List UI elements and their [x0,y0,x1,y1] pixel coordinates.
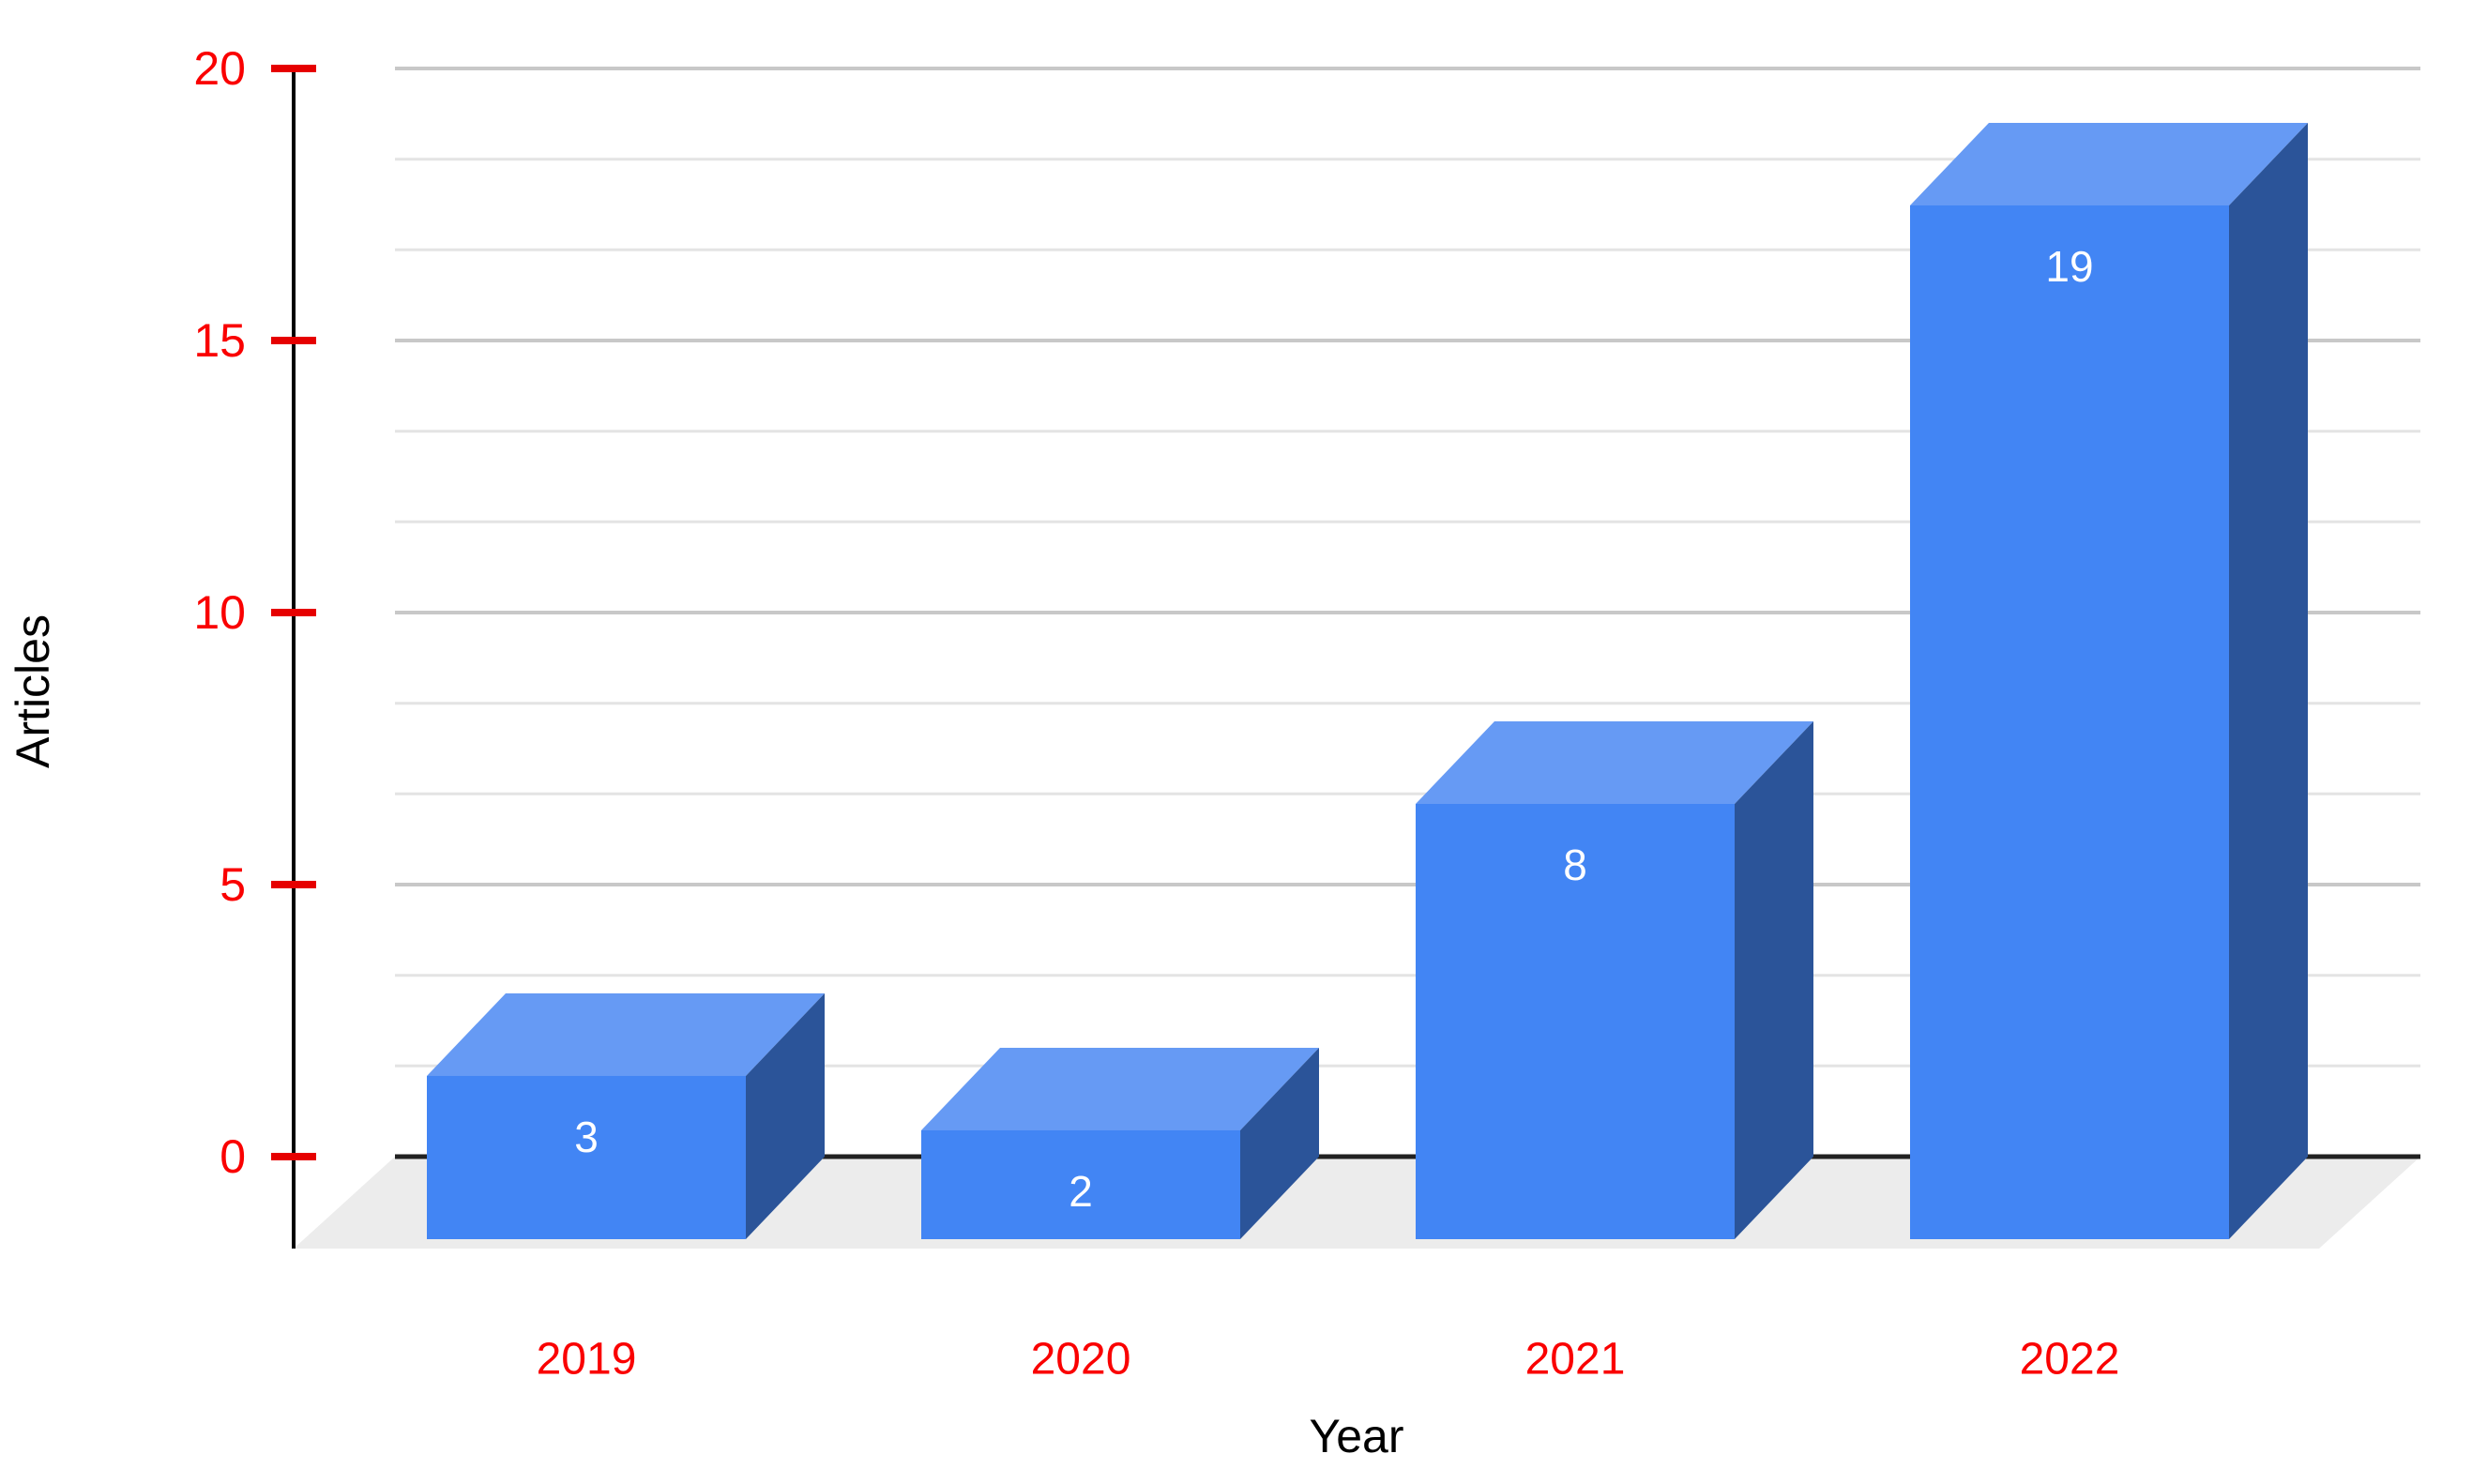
tick-labels-layer: 2019 2020 2021 2022 0 5 10 15 20 [193,42,2119,1385]
bar-front-face [427,1076,746,1239]
x-tick-label-2022: 2022 [2020,1335,2120,1385]
bar-2022[interactable]: 19 [1910,123,2308,1239]
bar-top-face [427,993,825,1076]
y-tick-label-5: 5 [220,858,246,911]
bar-value-label: 3 [574,1113,599,1161]
bar-side-face [2229,123,2308,1239]
bar-value-label: 8 [1563,840,1587,889]
y-tick-label-15: 15 [193,314,246,367]
bar-top-face [1910,123,2308,205]
bar-top-face [1416,721,1813,804]
zero-baseline-layer [395,1154,2420,1159]
bar-front-face [1910,205,2229,1239]
floor-layer [294,1157,2420,1249]
y-tick-label-20: 20 [193,42,246,95]
y-axis-tick [271,65,316,72]
y-tick-label-0: 0 [220,1130,246,1183]
bar-2019[interactable]: 3 [427,993,825,1239]
y-axis-tick [271,881,316,888]
bar-value-label: 19 [2045,242,2093,291]
bars-layer: 3 2 8 19 [427,123,2308,1239]
x-tick-label-2020: 2020 [1031,1335,1131,1385]
zero-baseline [395,1154,2420,1159]
chart-floor [294,1157,2420,1249]
bar-side-face [746,993,825,1239]
bar-2020[interactable]: 2 [921,1048,1319,1239]
bar-value-label: 2 [1069,1167,1093,1216]
bar-side-face [1735,721,1813,1239]
bar-top-face [921,1048,1319,1130]
y-axis-tick [271,1153,316,1160]
y-axis-title: Articles [7,614,59,768]
y-tick-label-10: 10 [193,586,246,639]
y-axis-tick [271,337,316,344]
bar-2021[interactable]: 8 [1416,721,1813,1239]
bar-front-face [1416,804,1735,1239]
bar-front-face [921,1130,1240,1239]
x-axis-title: Year [1309,1410,1403,1462]
x-tick-label-2021: 2021 [1525,1335,1626,1385]
x-tick-label-2019: 2019 [537,1335,637,1385]
y-axis-tick [271,609,316,616]
y-axis-layer [271,65,316,1249]
y-axis-line [292,68,296,1249]
bar-side-face [1240,1048,1319,1239]
